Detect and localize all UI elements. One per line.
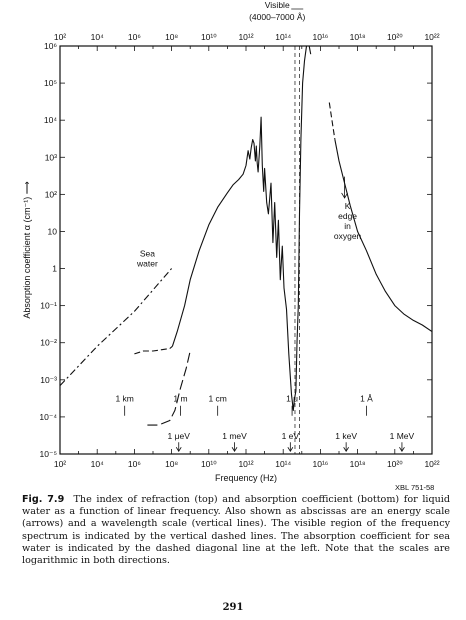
- series-3: [59, 268, 173, 386]
- k-edge-arrow-head: [341, 192, 348, 199]
- x-tick-label: 10⁴: [91, 459, 104, 469]
- y-tick-label: 10⁻²: [40, 338, 57, 348]
- series-1: [134, 345, 173, 355]
- y-tick-label: 10²: [45, 189, 57, 199]
- x-tick-label-top: 10²⁰: [387, 32, 403, 42]
- energy-arrow-head: [231, 447, 238, 452]
- wavelength-label: 1 cm: [208, 394, 226, 404]
- x-tick-label: 10²: [54, 459, 66, 469]
- y-tick-label: 10⁻³: [40, 375, 57, 385]
- sea-water-label: water: [136, 259, 158, 269]
- y-tick-label: 10⁶: [44, 41, 57, 51]
- wavelength-label: 1 km: [115, 394, 133, 404]
- y-tick-label: 10³: [45, 152, 57, 162]
- x-axis-label: Frequency (Hz): [215, 473, 277, 483]
- x-tick-label-top: 10¹⁰: [201, 32, 217, 42]
- energy-label: 1 meV: [222, 431, 247, 441]
- sea-water-label: Sea: [140, 249, 155, 259]
- energy-arrow-head: [287, 447, 294, 452]
- absorption-chart: 10² 10² 10⁴ 10⁴ 10⁶ 10⁶ 10⁸ 10⁸ 10¹⁰ 10¹⁰ 10¹² 10¹²…: [22, 0, 440, 483]
- x-tick-label-top: 10⁶: [128, 32, 141, 42]
- y-tick-label: 10⁻⁵: [40, 449, 57, 459]
- x-tick-label-top: 10⁸: [165, 32, 178, 42]
- y-axis-label: Absorption coefficient α (cm⁻¹) ⟶: [22, 181, 32, 318]
- x-tick-label-top: 10¹⁴: [275, 32, 291, 42]
- energy-arrow-head: [175, 447, 182, 452]
- data-curves: [59, 45, 433, 426]
- x-tick-label: 10¹⁰: [201, 459, 217, 469]
- y-tick-label: 10⁵: [44, 78, 57, 88]
- wavelength-label: 1 Å: [360, 394, 373, 404]
- caption-text: The index of refraction (top) and absorp…: [22, 494, 450, 567]
- k-edge-label: in: [344, 221, 351, 231]
- caption-label: Fig. 7.9: [22, 494, 65, 505]
- visible-label: Visible: [265, 0, 290, 10]
- axis-labels: 10² 10² 10⁴ 10⁴ 10⁶ 10⁶ 10⁸ 10⁸ 10¹⁰ 10¹⁰ 10¹² 10¹²…: [22, 32, 440, 483]
- axis-ticks: [59, 45, 433, 455]
- x-tick-label: 10¹⁶: [313, 459, 329, 469]
- k-edge-label: oxygen: [334, 231, 362, 241]
- page-number: 291: [222, 602, 244, 613]
- series-4: [328, 102, 336, 140]
- y-tick-label: 10⁻¹: [40, 301, 57, 311]
- x-tick-label-top: 10²: [54, 32, 66, 42]
- x-tick-label-top: 10¹⁸: [350, 32, 366, 42]
- x-tick-label: 10¹⁴: [275, 459, 291, 469]
- energy-label: 1 keV: [335, 431, 357, 441]
- x-tick-label: 10¹²: [238, 459, 253, 469]
- x-tick-label: 10⁶: [128, 459, 141, 469]
- y-tick-label: 1: [52, 264, 57, 274]
- x-tick-label-top: 10¹²: [238, 32, 253, 42]
- k-edge-label: K: [345, 201, 351, 211]
- energy-wavelength-scales: Visible (4000–7000 Å) 1 km 1 m 1 cm 1 μ 1 Å 1 μ…: [115, 0, 415, 454]
- x-tick-label: 10¹⁸: [350, 459, 366, 469]
- series-0: [171, 45, 312, 411]
- y-tick-label: 10⁴: [44, 115, 57, 125]
- energy-label: 1 MeV: [390, 431, 415, 441]
- x-tick-label-top: 10⁴: [91, 32, 104, 42]
- energy-arrow-head: [399, 447, 405, 452]
- figure-caption: Fig. 7.9 The index of refraction (top) a…: [22, 494, 450, 567]
- x-tick-label: 10⁸: [165, 459, 178, 469]
- y-tick-label: 10⁻⁴: [39, 412, 57, 422]
- x-tick-label-top: 10¹⁶: [313, 32, 329, 42]
- visible-range-label: (4000–7000 Å): [249, 12, 305, 22]
- energy-arrow-head: [343, 447, 349, 452]
- wavelength-label: 1 m: [173, 394, 187, 404]
- x-tick-label: 10²⁰: [387, 459, 403, 469]
- x-tick-label-top: 10²²: [424, 32, 439, 42]
- energy-label: 1 μeV: [168, 431, 191, 441]
- figure-id: XBL 751-58: [395, 483, 435, 492]
- k-edge-label: edge: [338, 211, 357, 221]
- energy-label: 1 eV: [282, 431, 300, 441]
- wavelength-label: 1 μ: [286, 394, 298, 404]
- x-tick-label: 10²²: [424, 459, 439, 469]
- y-tick-label: 10: [48, 226, 58, 236]
- series-2: [147, 350, 191, 426]
